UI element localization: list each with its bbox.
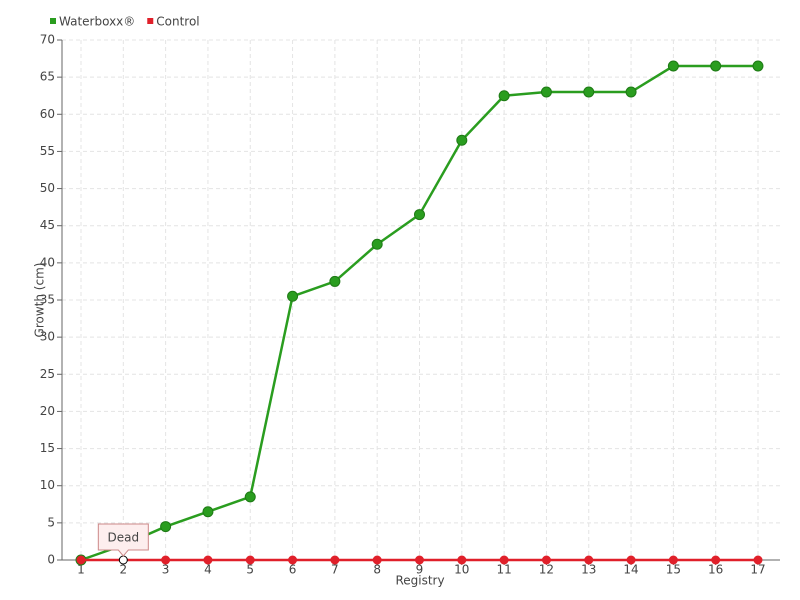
y-tick-label: 60	[40, 107, 55, 121]
y-tick-label: 15	[40, 441, 55, 455]
annotation: Dead	[97, 523, 149, 557]
legend-label: Waterboxx®	[59, 15, 135, 29]
data-point	[541, 555, 551, 565]
legend-marker	[50, 18, 56, 24]
data-point	[203, 555, 213, 565]
y-tick-label: 5	[47, 515, 55, 529]
y-tick-label: 20	[40, 404, 55, 418]
x-tick-label: 16	[708, 563, 723, 577]
legend-label: Control	[156, 15, 199, 29]
data-point	[329, 275, 341, 287]
data-point	[371, 238, 383, 250]
data-point	[753, 555, 763, 565]
data-point	[625, 86, 637, 98]
y-axis-label: Growth (cm)	[33, 263, 47, 338]
x-tick-label: 6	[289, 563, 297, 577]
y-tick-label: 40	[40, 255, 55, 269]
legend-marker	[147, 18, 154, 24]
x-tick-label: 5	[246, 563, 254, 577]
data-point	[752, 60, 764, 72]
data-point	[415, 555, 424, 565]
y-tick-label: 25	[40, 367, 55, 381]
x-tick-label: 15	[666, 563, 681, 577]
data-point	[457, 555, 467, 565]
data-point	[414, 209, 425, 221]
x-tick-label: 3	[162, 563, 170, 577]
data-point	[161, 555, 171, 565]
y-tick-label: 30	[40, 330, 55, 344]
data-point	[287, 290, 299, 302]
y-tick-label: 50	[40, 181, 55, 195]
y-tick-label: 45	[40, 218, 55, 232]
x-tick-label: 17	[750, 563, 765, 577]
x-tick-label: 11	[496, 563, 511, 577]
y-tick-label: 70	[40, 33, 55, 47]
data-point	[160, 521, 172, 533]
x-tick-label: 14	[623, 563, 638, 577]
x-tick-label: 4	[204, 563, 212, 577]
data-point	[498, 90, 510, 102]
x-tick-label: 13	[581, 563, 596, 577]
data-point	[710, 60, 722, 72]
data-point	[668, 555, 678, 565]
x-tick-label: 10	[454, 563, 469, 577]
y-tick-label: 55	[40, 144, 55, 158]
data-point	[584, 555, 594, 565]
y-tick-label: 0	[47, 553, 55, 567]
data-point	[499, 555, 509, 565]
annotation-text: Dead	[108, 531, 140, 545]
y-tick-label: 10	[40, 478, 55, 492]
data-point	[583, 86, 595, 98]
data-point	[667, 60, 679, 72]
y-tick-label: 35	[40, 293, 55, 307]
x-tick-label: 12	[539, 563, 554, 577]
data-point	[456, 134, 468, 146]
data-point	[626, 555, 636, 565]
annotation-box	[97, 523, 149, 557]
data-point	[288, 555, 298, 565]
x-tick-label: 1	[77, 563, 85, 577]
data-point	[711, 555, 721, 565]
x-tick-label: 2	[119, 563, 127, 577]
data-point	[118, 555, 128, 565]
x-tick-label: 8	[373, 563, 381, 577]
data-point	[540, 86, 552, 98]
data-point	[76, 555, 86, 565]
x-tick-label: 7	[331, 563, 339, 577]
data-point	[330, 555, 340, 565]
data-point	[244, 491, 256, 503]
x-axis-label: Registry	[395, 574, 444, 588]
data-point	[202, 506, 214, 518]
data-point	[372, 555, 382, 565]
x-tick-label: 9	[416, 563, 424, 577]
y-tick-label: 65	[40, 70, 55, 84]
data-point	[245, 555, 255, 565]
